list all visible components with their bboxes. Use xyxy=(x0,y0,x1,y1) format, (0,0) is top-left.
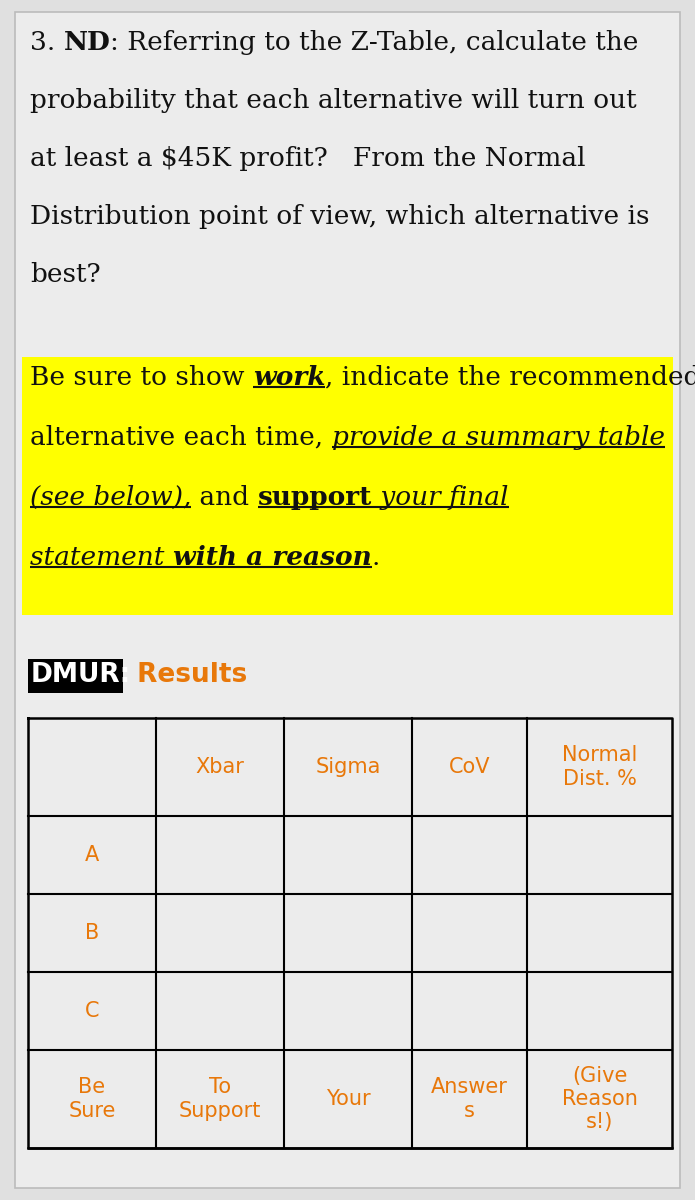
Text: probability that each alternative will turn out: probability that each alternative will t… xyxy=(30,88,637,113)
Text: and: and xyxy=(191,485,258,510)
Text: Answer
s: Answer s xyxy=(431,1078,508,1121)
Text: (see below),: (see below), xyxy=(30,485,191,510)
Text: statement: statement xyxy=(30,545,173,570)
Text: at least a $45K profit?   From the Normal: at least a $45K profit? From the Normal xyxy=(30,146,585,170)
Text: Results: Results xyxy=(128,662,247,688)
Text: provide a summary table: provide a summary table xyxy=(332,425,664,450)
Text: with a reason: with a reason xyxy=(173,545,372,570)
Text: (Give
Reason
s!): (Give Reason s!) xyxy=(562,1066,637,1133)
Text: Distribution point of view, which alternative is: Distribution point of view, which altern… xyxy=(30,204,650,229)
Bar xyxy=(22,358,673,614)
Text: A: A xyxy=(85,845,99,865)
Text: work: work xyxy=(253,365,325,390)
Text: Normal
Dist. %: Normal Dist. % xyxy=(562,745,637,788)
Text: : Referring to the Z-Table, calculate the: : Referring to the Z-Table, calculate th… xyxy=(111,30,639,55)
Text: Sigma: Sigma xyxy=(316,757,381,778)
Text: your final: your final xyxy=(372,485,509,510)
Text: To
Support: To Support xyxy=(179,1078,261,1121)
Text: Be
Sure: Be Sure xyxy=(68,1078,115,1121)
Text: C: C xyxy=(85,1001,99,1021)
Text: .: . xyxy=(372,545,380,570)
Text: ND: ND xyxy=(64,30,111,55)
Text: , indicate the recommended: , indicate the recommended xyxy=(325,365,695,390)
Text: alternative each time,: alternative each time, xyxy=(30,425,332,450)
Text: CoV: CoV xyxy=(449,757,490,778)
Text: Be sure to show: Be sure to show xyxy=(30,365,253,390)
Bar xyxy=(28,659,123,692)
Text: Your: Your xyxy=(326,1090,370,1109)
Text: DMUR:: DMUR: xyxy=(31,662,131,688)
Text: 3.: 3. xyxy=(30,30,64,55)
Text: best?: best? xyxy=(30,262,101,287)
Text: B: B xyxy=(85,923,99,943)
Text: Xbar: Xbar xyxy=(195,757,245,778)
Text: support: support xyxy=(258,485,372,510)
